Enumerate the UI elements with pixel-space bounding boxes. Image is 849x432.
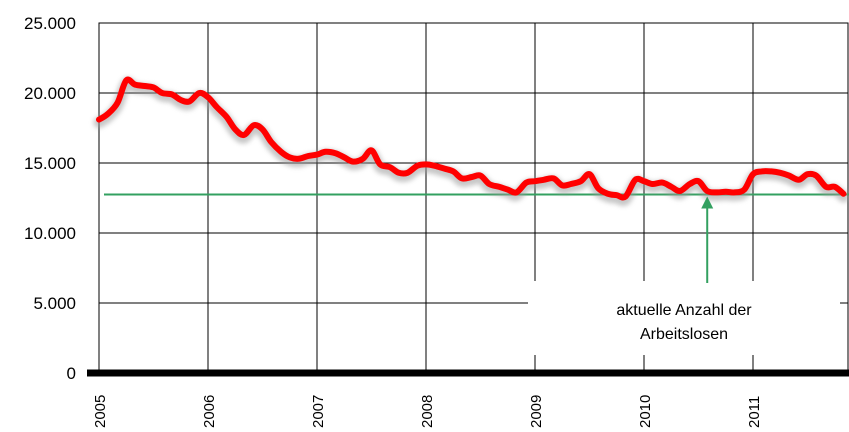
annotation-box [528, 281, 840, 355]
y-tick-label-1: 5.000 [33, 294, 76, 313]
y-tick-label-5: 25.000 [24, 14, 76, 33]
x-tick-label-4: 2009 [528, 395, 545, 428]
x-axis-tick-labels: 2005 2006 2007 2008 2009 2010 2011 [92, 395, 763, 428]
y-tick-label-3: 15.000 [24, 154, 76, 173]
series-line-0 [96, 76, 847, 201]
annotation-group: aktuelle Anzahl der Arbeitslosen [528, 281, 840, 355]
y-tick-label-2: 10.000 [24, 224, 76, 243]
annotation-line-2: Arbeitslosen [640, 326, 728, 343]
x-tick-label-1: 2006 [201, 395, 218, 428]
y-tick-label-4: 20.000 [24, 84, 76, 103]
annotation-arrow-head [701, 196, 714, 209]
series-group [93, 76, 849, 207]
x-tick-label-2: 2007 [310, 395, 327, 428]
y-axis-tick-labels: 0 5.000 10.000 15.000 20.000 25.000 [24, 14, 76, 383]
y-tick-label-0: 0 [67, 364, 76, 383]
x-tick-label-6: 2011 [746, 396, 763, 428]
x-tick-label-5: 2010 [637, 395, 654, 428]
x-tick-label-0: 2005 [92, 395, 109, 428]
x-tick-label-3: 2008 [419, 395, 436, 428]
annotation-arrow-group [701, 196, 714, 283]
annotation-line-1: aktuelle Anzahl der [616, 302, 752, 319]
